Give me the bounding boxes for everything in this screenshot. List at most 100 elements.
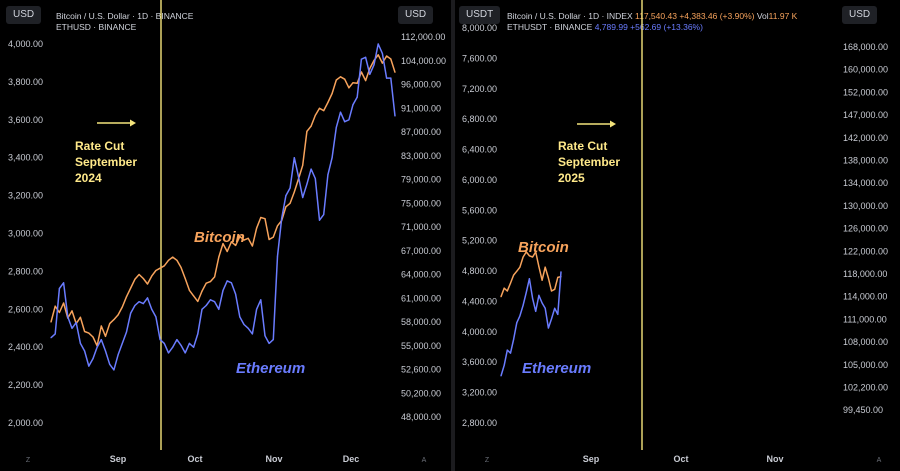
legend-ethereum[interactable]: ETHUSDT · BINANCE 4,789.99 +562.69 (+13.… [507,22,703,32]
data-point-bitcoin [188,289,190,291]
data-point-bitcoin [226,250,228,253]
data-point-bitcoin [522,256,524,258]
data-point-ethereum [289,187,291,189]
left-axis-tick-label: 3,600.00 [462,357,497,367]
data-point-bitcoin [146,283,149,285]
data-point-ethereum [268,342,270,344]
data-point-ethereum [75,322,77,324]
right-axis-tick-label: 83,000.00 [401,151,441,161]
data-point-bitcoin [369,67,371,70]
right-axis-tick-label: 142,000.00 [843,133,888,143]
legend-bitcoin[interactable]: Bitcoin / U.S. Dollar · 1D · INDEX 117,5… [507,11,797,21]
data-point-ethereum [113,369,115,371]
left-axis-unit[interactable]: USDT [459,6,501,24]
data-point-bitcoin [544,266,546,268]
data-point-ethereum [339,111,342,113]
legend-bitcoin[interactable]: Bitcoin / U.S. Dollar · 1D · BINANCE [56,11,194,21]
data-point-bitcoin [214,276,216,278]
data-point-bitcoin [239,235,241,238]
left-axis-tick-label: 4,800.00 [462,266,497,276]
data-point-ethereum [532,297,534,299]
left-axis-tick-label: 2,800.00 [8,266,43,276]
right-axis-unit[interactable]: USD [398,6,434,24]
x-axis-tick-label: Dec [343,454,360,464]
data-point-ethereum [318,219,321,221]
z-badge: Z [485,457,490,464]
data-point-bitcoin [260,216,262,219]
annotation-arrow-head [610,120,616,128]
left-axis-tick-label: 4,000.00 [8,39,43,49]
x-axis-tick-label: Nov [265,454,282,464]
legend-ethereum-name: ETHUSDT · BINANCE [507,22,593,32]
data-point-ethereum [71,327,73,329]
data-point-bitcoin [302,164,304,166]
left-axis-tick-label: 5,200.00 [462,236,497,246]
data-point-bitcoin [314,114,316,116]
data-point-bitcoin [365,80,367,82]
left-axis-tick-label: 3,400.00 [8,153,43,163]
data-point-bitcoin [167,259,170,261]
data-point-ethereum [155,316,157,318]
data-point-bitcoin [538,266,540,268]
data-point-ethereum [67,316,69,318]
data-point-ethereum [390,77,392,79]
series-line-ethereum [500,271,562,377]
data-point-bitcoin [381,62,383,64]
legend-ethereum[interactable]: ETHUSD · BINANCE [56,22,137,32]
data-point-ethereum [104,350,107,352]
data-point-bitcoin [84,330,86,333]
right-axis-tick-label: 134,000.00 [843,178,888,188]
data-point-bitcoin [272,236,274,238]
data-point-bitcoin [180,266,182,268]
left-chart-panel: USD USD Bitcoin / U.S. Dollar · 1D · BIN… [6,0,446,464]
rate-cut-annotation-line: Rate Cut [75,139,124,153]
right-axis-tick-label: 67,000.00 [401,246,441,256]
data-point-bitcoin [390,58,392,60]
data-point-bitcoin [323,110,325,112]
data-point-ethereum [541,302,543,304]
data-point-bitcoin [184,277,186,280]
right-axis-tick-label: 138,000.00 [843,156,888,166]
data-point-ethereum [516,322,518,324]
z-badge: Z [26,457,31,464]
data-point-ethereum [142,303,144,305]
data-point-ethereum [205,304,207,307]
data-point-ethereum [272,339,274,341]
data-point-bitcoin [344,78,346,80]
left-axis-unit[interactable]: USD [6,6,42,24]
data-point-ethereum [513,338,515,340]
data-point-bitcoin [318,107,321,109]
right-axis-unit[interactable]: USD [842,6,878,24]
data-point-ethereum [159,339,161,341]
data-point-bitcoin [197,300,199,302]
data-point-bitcoin [339,76,342,78]
data-point-ethereum [310,168,312,170]
data-point-bitcoin [125,296,128,298]
data-point-ethereum [327,174,329,176]
right-axis-tick-label: 75,000.00 [401,198,441,208]
data-point-bitcoin [306,130,308,132]
data-point-bitcoin [159,267,161,269]
data-point-ethereum [538,294,540,296]
data-point-bitcoin [377,54,379,56]
right-axis-tick-label: 48,000.00 [401,412,441,422]
data-point-ethereum [222,289,224,291]
data-point-bitcoin [356,82,358,84]
data-point-ethereum [503,364,505,366]
left-axis-tick-label: 3,800.00 [8,77,43,87]
data-point-bitcoin [516,270,518,272]
data-point-ethereum [50,337,52,339]
right-axis-tick-label: 58,000.00 [401,317,441,327]
data-point-bitcoin [276,225,279,227]
data-point-bitcoin [201,290,203,292]
panel-divider[interactable] [451,0,455,471]
series-label-bitcoin: Bitcoin [518,239,569,256]
legend-bitcoin-price: 117,540.43 [635,11,677,21]
legend-volume-value: 11.97 K [768,11,798,21]
right-axis-tick-label: 52,600.00 [401,365,441,375]
data-point-ethereum [394,115,396,117]
data-point-ethereum [365,56,367,58]
data-point-ethereum [197,333,199,335]
data-point-ethereum [167,352,170,354]
data-point-ethereum [356,96,358,98]
